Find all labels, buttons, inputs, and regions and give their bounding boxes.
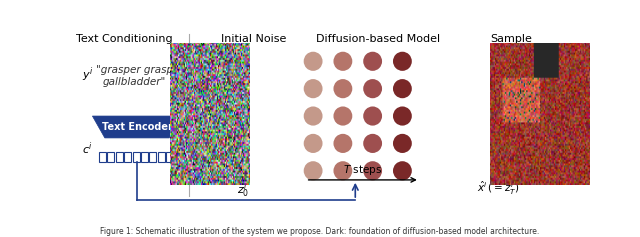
Ellipse shape xyxy=(364,79,382,98)
Ellipse shape xyxy=(364,161,382,180)
Text: Diffusion-based Model: Diffusion-based Model xyxy=(316,34,440,44)
Ellipse shape xyxy=(304,161,323,180)
Ellipse shape xyxy=(304,52,323,71)
Ellipse shape xyxy=(333,52,352,71)
Ellipse shape xyxy=(393,52,412,71)
Ellipse shape xyxy=(364,106,382,126)
Text: $y^i$: $y^i$ xyxy=(83,65,94,83)
Text: $\hat{x}^i\,(= z_T^i)$: $\hat{x}^i\,(= z_T^i)$ xyxy=(477,180,520,197)
Text: Text Encoder: Text Encoder xyxy=(102,122,172,132)
Text: "grasper grasp
gallbladder": "grasper grasp gallbladder" xyxy=(96,65,173,87)
Ellipse shape xyxy=(333,106,352,126)
Ellipse shape xyxy=(333,134,352,153)
Text: $T$ steps: $T$ steps xyxy=(343,163,382,177)
Ellipse shape xyxy=(304,79,323,98)
Ellipse shape xyxy=(393,161,412,180)
Ellipse shape xyxy=(333,161,352,180)
Text: $z_0^i$: $z_0^i$ xyxy=(237,180,249,200)
Ellipse shape xyxy=(304,134,323,153)
Ellipse shape xyxy=(364,52,382,71)
Text: Figure 1: Schematic illustration of the system we propose. Dark: foundation of d: Figure 1: Schematic illustration of the … xyxy=(100,227,540,236)
Polygon shape xyxy=(92,116,182,138)
Text: Text Conditioning: Text Conditioning xyxy=(76,34,173,44)
Ellipse shape xyxy=(393,79,412,98)
Ellipse shape xyxy=(333,79,352,98)
Ellipse shape xyxy=(393,134,412,153)
Ellipse shape xyxy=(364,134,382,153)
Ellipse shape xyxy=(304,106,323,126)
Text: Sample: Sample xyxy=(491,34,532,44)
Text: Initial Noise: Initial Noise xyxy=(221,34,286,44)
Text: $c^i$: $c^i$ xyxy=(83,141,93,157)
Ellipse shape xyxy=(393,106,412,126)
